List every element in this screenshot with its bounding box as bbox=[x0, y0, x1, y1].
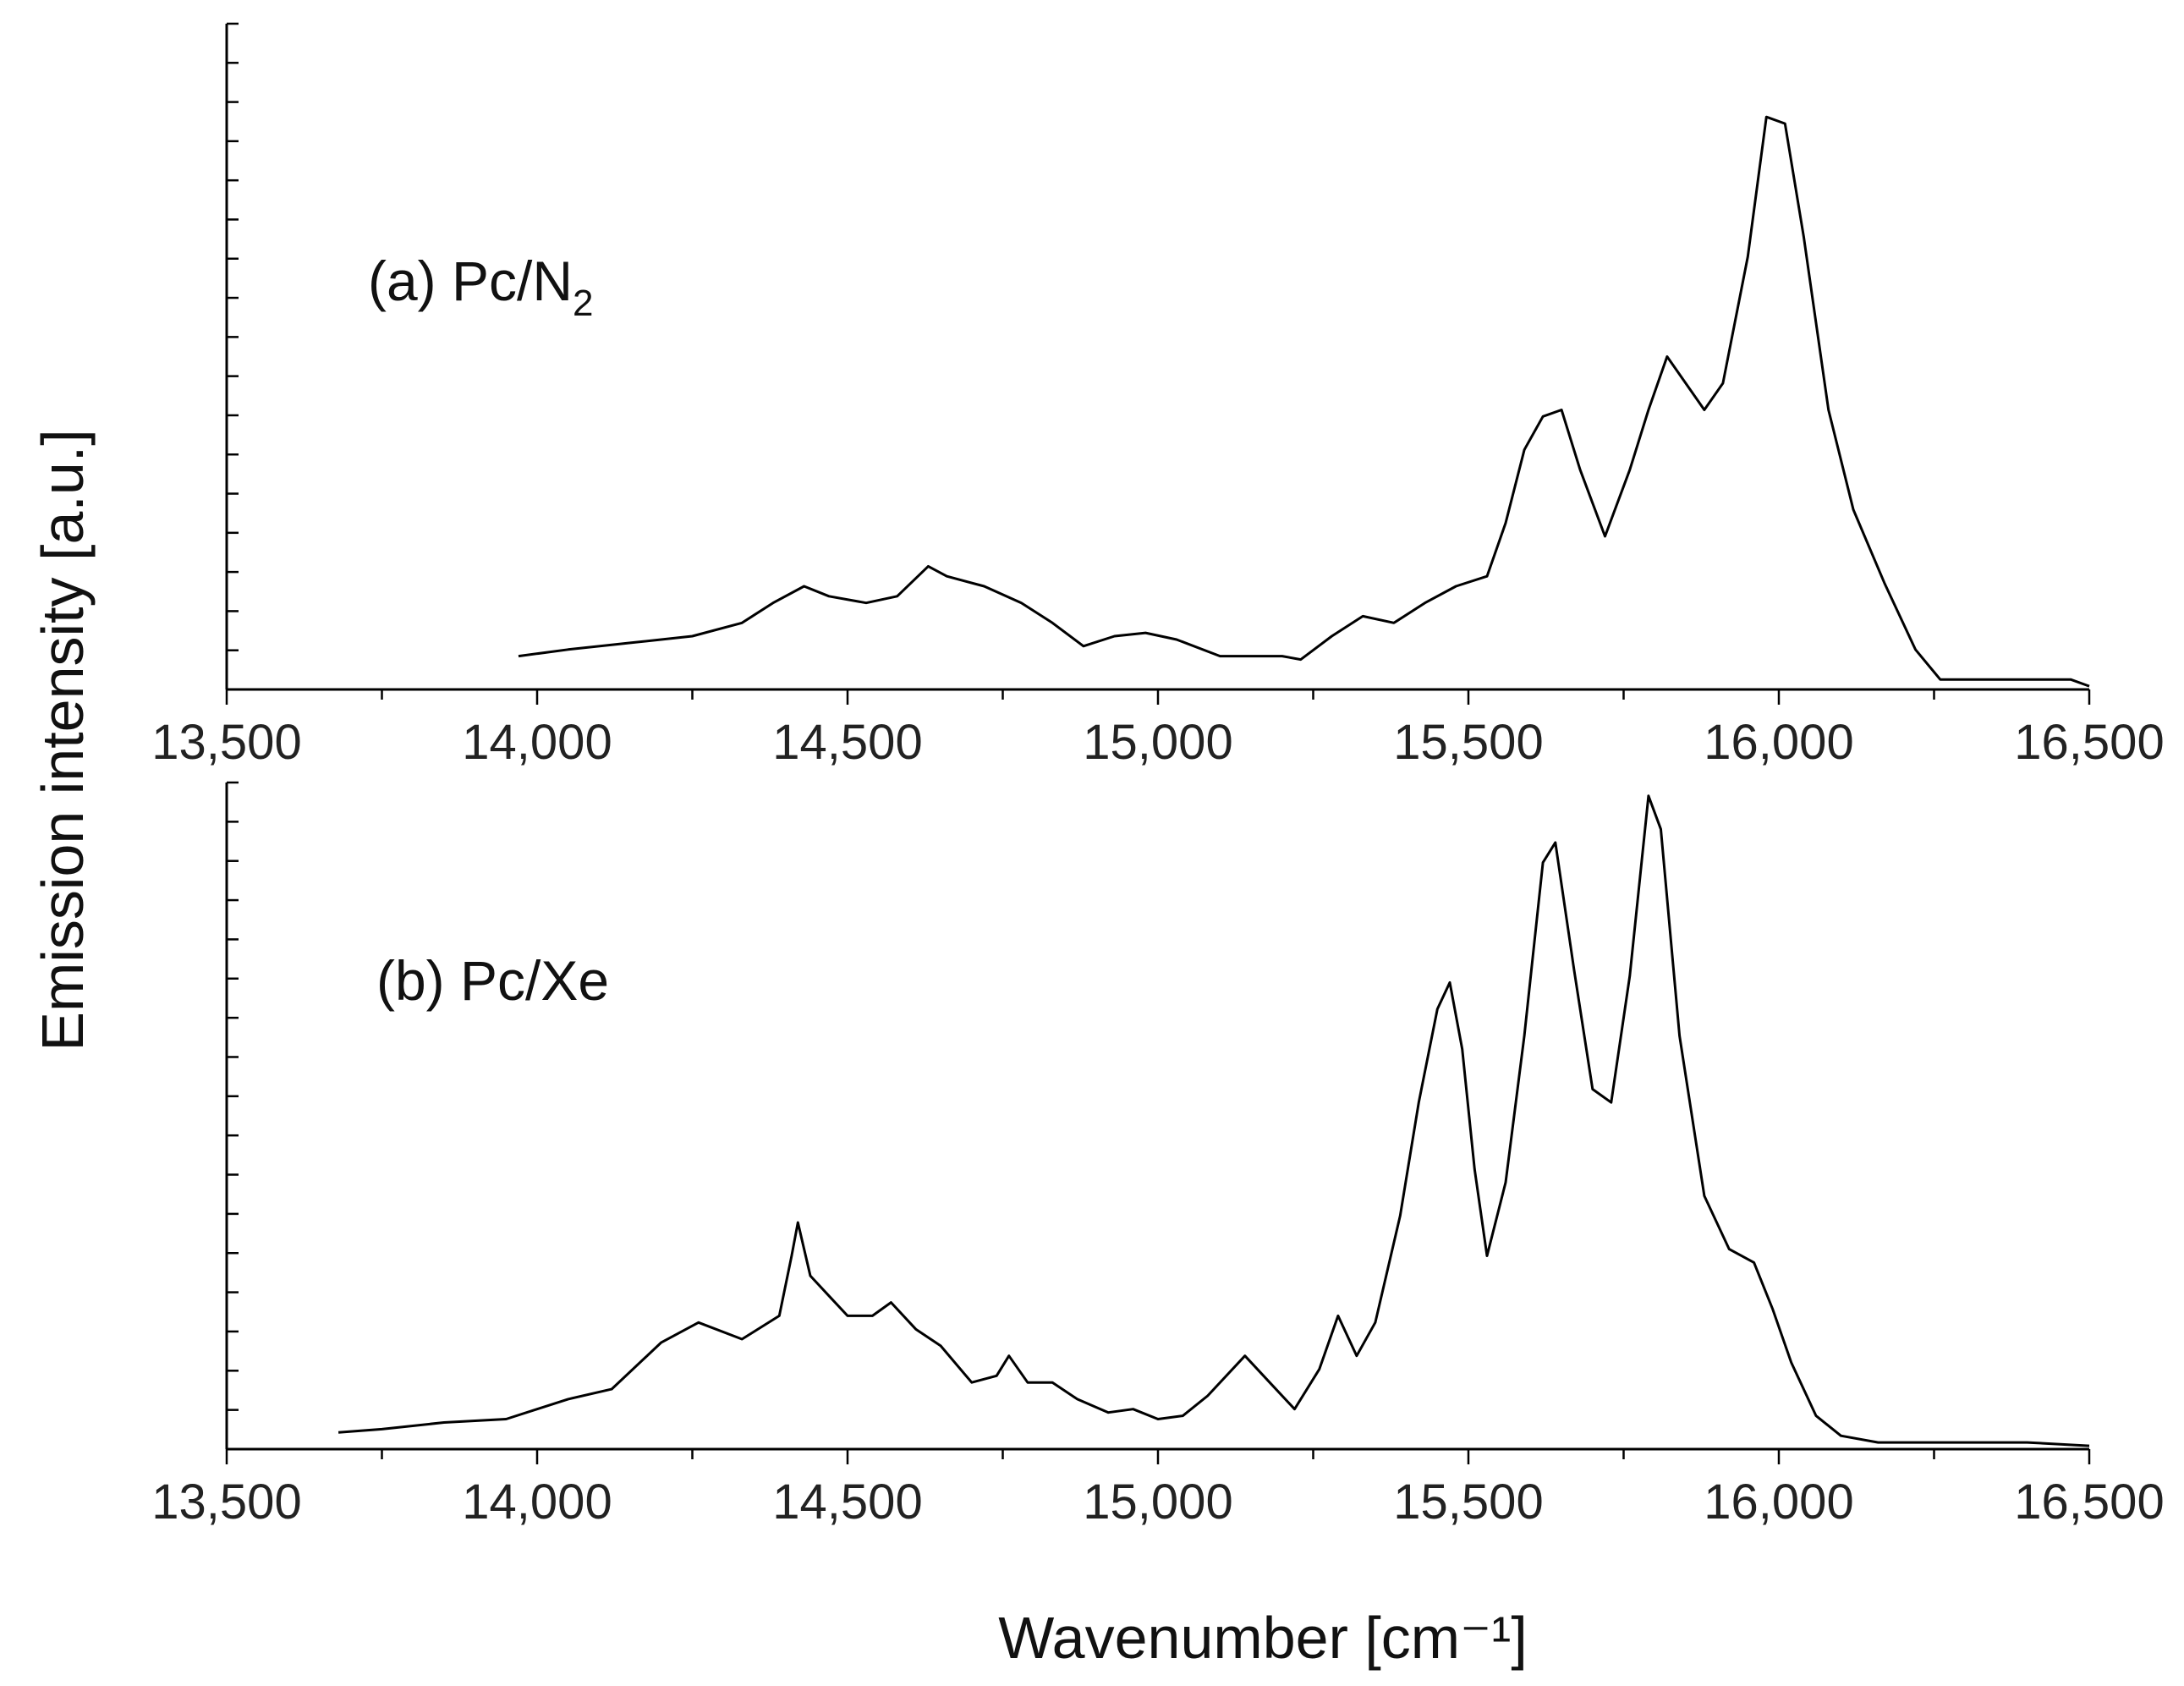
x-tick-label: 16,500 bbox=[2014, 715, 2164, 770]
series-line bbox=[337, 794, 2090, 1447]
x-tick-label: 14,500 bbox=[772, 1475, 922, 1529]
x-tick-label: 14,500 bbox=[772, 715, 922, 770]
x-axis-title: Wavenumber [cm⁻¹] bbox=[998, 1605, 1528, 1671]
x-tick-label: 14,000 bbox=[462, 1475, 612, 1529]
x-tick-label: 15,500 bbox=[1393, 715, 1543, 770]
x-tick-label: 16,000 bbox=[1704, 1475, 1853, 1529]
x-tick-label: 13,500 bbox=[151, 715, 301, 770]
panel-label: (b) Pc/Xe bbox=[376, 949, 609, 1012]
x-tick-label: 13,500 bbox=[151, 1475, 301, 1529]
x-tick-label: 15,000 bbox=[1083, 715, 1232, 770]
panel-b: 13,500 14,000 14,500 15,000 15,500 16,000 16,5… bbox=[151, 781, 2165, 1529]
x-tick-label: 15,500 bbox=[1393, 1475, 1543, 1529]
y-axis-title: Emission intensity [a.u.] bbox=[30, 429, 96, 1051]
panel-label-subscript: 2 bbox=[573, 283, 593, 324]
x-tick-label: 16,500 bbox=[2014, 1475, 2164, 1529]
x-tick-label: 14,000 bbox=[462, 715, 612, 770]
panel-label: (a) Pc/N2 bbox=[368, 250, 594, 324]
series-line bbox=[518, 115, 2090, 688]
x-tick-label: 15,000 bbox=[1083, 1475, 1232, 1529]
x-tick-label: 16,000 bbox=[1704, 715, 1853, 770]
panel-a: 13,500 14,000 14,500 15,000 15,500 16,000 16,5… bbox=[151, 22, 2165, 770]
